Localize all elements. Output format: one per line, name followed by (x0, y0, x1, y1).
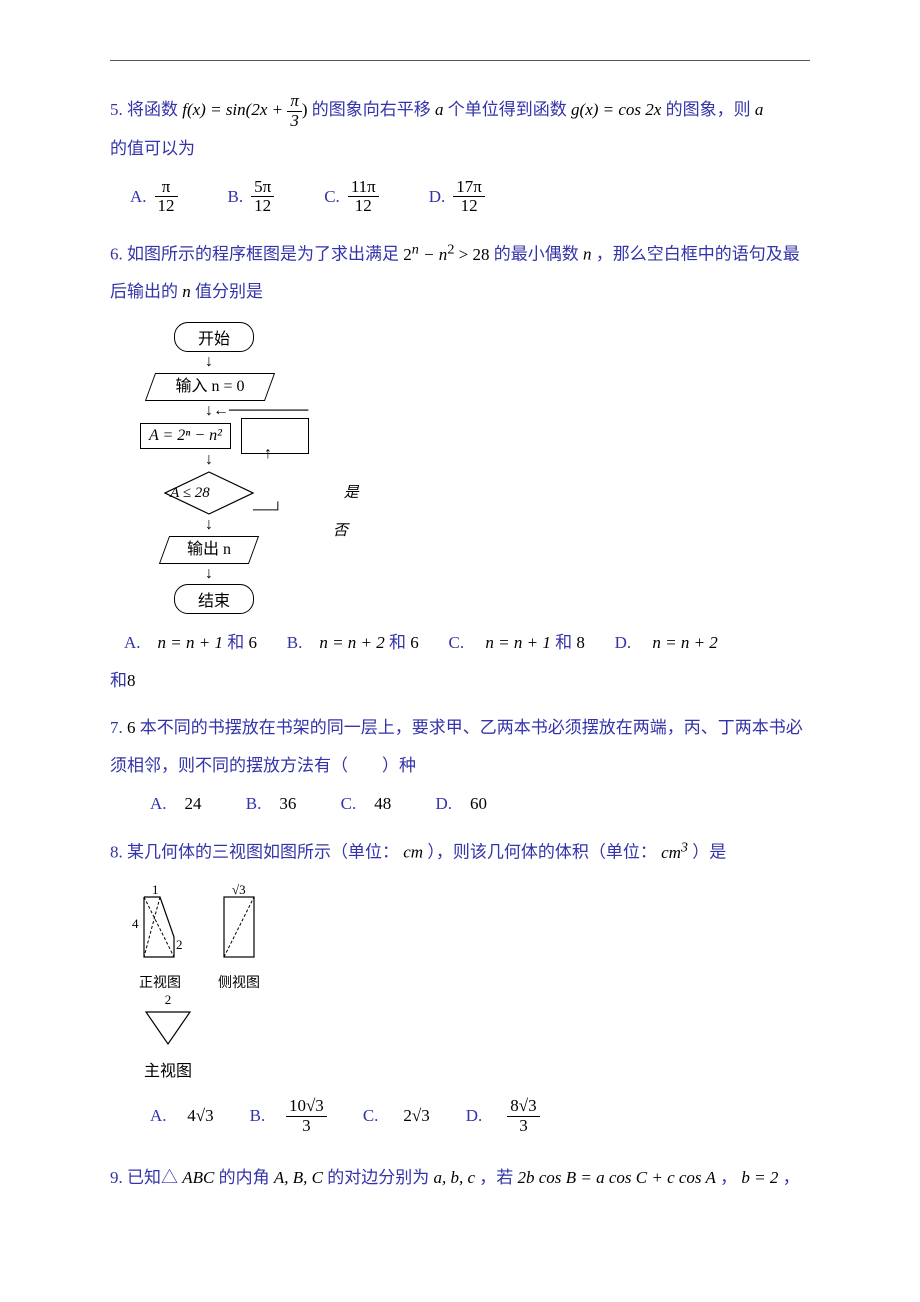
q6-mid: 的最小偶数 (494, 245, 583, 264)
question-9: 9. 已知△ ABC 的内角 A, B, C 的对边分别为 a, b, c ，若… (110, 1159, 810, 1196)
side-view: √3 侧视图 (214, 883, 264, 992)
top-view-svg (138, 1008, 198, 1048)
q8-pre: 某几何体的三视图如图所示（单位： (127, 843, 399, 862)
q5-mid2: 个单位得到函数 (448, 100, 571, 119)
q9-comma2: ， (783, 1168, 800, 1187)
q8-opt-d: D. 8√33 (466, 1097, 540, 1135)
fc-no: 否 (333, 523, 348, 539)
q9-mid2: 的对边分别为 (327, 1168, 433, 1187)
page: 5. 将函数 f(x) = sin(2x + π3) 的图象向右平移 a 个单位… (0, 0, 920, 1247)
front-view-svg: 1 4 2 (130, 883, 190, 963)
q9-mid1: 的内角 (219, 1168, 274, 1187)
fc-arrow: ↓ (174, 519, 244, 532)
question-6: 6. 如图所示的程序框图是为了求出满足 2n − n2 > 28 的最小偶数 n… (110, 234, 810, 310)
fc-calc: A = 2ⁿ − n² (140, 423, 231, 449)
q8-opt-a: A. 4√3 (150, 1106, 214, 1126)
q9-eq: 2b cos B = a cos C + c cos A (518, 1168, 716, 1187)
q5-opt-a: A.π12 (130, 178, 178, 216)
q5-opt-c: C.11π12 (324, 178, 379, 216)
fc-output: 输出 n (164, 536, 254, 564)
q5-a2: a (755, 100, 764, 119)
q6-line2: 后输出的 (110, 282, 182, 301)
q6-options: A. n = n + 1 和 6 B. n = n + 2 和 6 C. n =… (110, 624, 810, 699)
q6-n: n (583, 245, 592, 264)
q8-mid: ），则该几何体的体积（单位： (427, 843, 657, 862)
question-5: 5. 将函数 f(x) = sin(2x + π3) 的图象向右平移 a 个单位… (110, 91, 810, 168)
fc-arrow: ↓ (174, 356, 244, 369)
top-view: 2 主视图 (138, 992, 810, 1081)
q5-mid1: 的图象向右平移 (312, 100, 435, 119)
q8-opt-c: C. 2√3 (363, 1106, 430, 1126)
q5-mid3: 的图象，则 (666, 100, 755, 119)
q8-opt-b: B. 10√33 (250, 1097, 327, 1135)
fc-start: 开始 (174, 322, 254, 352)
question-7: 7. 6 本不同的书摆放在书架的同一层上，要求甲、乙两本书必须摆放在两端，丙、丁… (110, 709, 810, 784)
q5-options: A.π12 B.5π12 C.11π12 D.17π12 (130, 178, 810, 216)
fc-yes: 是 (344, 485, 359, 501)
question-8: 8. 某几何体的三视图如图所示（单位： cm ），则该几何体的体积（单位： cm… (110, 832, 810, 871)
q8-number: 8. (110, 843, 123, 862)
front-view: 1 4 2 正视图 (130, 883, 190, 992)
q6-n2: n (182, 282, 191, 301)
fc-blank-box (241, 418, 309, 454)
svg-text:1: 1 (152, 883, 159, 897)
q5-text-pre: 将函数 (127, 100, 178, 119)
fc-input: 输入 n = 0 (150, 373, 270, 401)
svg-text:4: 4 (132, 916, 139, 931)
svg-text:2: 2 (176, 937, 183, 952)
fc-arrow: ↓←─────── (174, 405, 244, 418)
side-view-svg: √3 (214, 883, 264, 963)
q9-sides: a, b, c (433, 1168, 475, 1187)
fc-end: 结束 (174, 584, 254, 614)
q6-number: 6. (110, 245, 123, 264)
q8-cm3: cm3 (661, 843, 688, 862)
fc-calc-row: A = 2ⁿ − n² (140, 418, 360, 454)
q6-flowchart: 开始 ↓ 输入 n = 0 ↓←─────── A = 2ⁿ − n² ↓ ↑ … (130, 322, 360, 614)
q7-number: 7. (110, 718, 123, 737)
svg-text:√3: √3 (232, 883, 246, 897)
q9-b2: b = 2 (741, 1168, 778, 1187)
q5-tail: 的值可以为 (110, 139, 195, 158)
q9-comma: ， (720, 1168, 737, 1187)
q9-pre: 已知△ (127, 1168, 178, 1187)
q6-line2b: 值分别是 (195, 282, 263, 301)
q9-mid3: ，若 (479, 1168, 517, 1187)
q8-options: A. 4√3 B. 10√33 C. 2√3 D. 8√33 (150, 1097, 810, 1135)
q8-three-views: 1 4 2 正视图 √3 侧视图 (130, 883, 810, 992)
q5-a: a (435, 100, 444, 119)
q7-line2: 须相邻，则不同的摆放方法有（ ）种 (110, 756, 416, 775)
q5-opt-b: B.5π12 (228, 178, 275, 216)
fc-condition: A ≤ 28 是 否 ──┘ (164, 471, 254, 515)
q9-abc2: A, B, C (274, 1168, 323, 1187)
q6-mid2: ，那么空白框中的语句及最 (596, 245, 800, 264)
q5-number: 5. (110, 100, 123, 119)
q6-pre: 如图所示的程序框图是为了求出满足 (127, 245, 399, 264)
q9-abc: ABC (182, 1168, 214, 1187)
q7-options: A.24 B.36 C.48 D.60 (150, 794, 810, 814)
fc-arrow: ↓ ↑ (174, 454, 244, 467)
q5-opt-d: D.17π12 (429, 178, 485, 216)
top-rule (110, 60, 810, 61)
q8-cm: cm (403, 843, 423, 862)
q5-fx: f(x) = sin(2x + π3) (182, 100, 312, 119)
fc-arrow: ↓ (174, 568, 244, 581)
q7-6: 6 (127, 718, 136, 737)
q8-tail: ）是 (692, 843, 726, 862)
q9-number: 9. (110, 1168, 123, 1187)
q5-gx: g(x) = cos 2x (571, 100, 661, 119)
q6-expr: 2n − n2 > 28 (403, 245, 489, 264)
q7-line1: 本不同的书摆放在书架的同一层上，要求甲、乙两本书必须摆放在两端，丙、丁两本书必 (140, 718, 803, 737)
